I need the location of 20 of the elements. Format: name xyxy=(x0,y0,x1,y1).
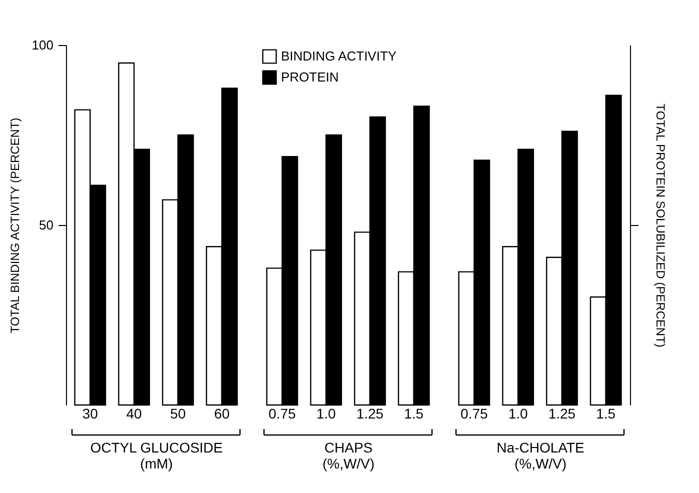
x-tick-label: 1.0 xyxy=(316,406,336,422)
y-axis-title: TOTAL BINDING ACTIVITY (PERCENT) xyxy=(8,118,22,334)
y2-axis-title: TOTAL PROTEIN SOLUBILIZED (PERCENT) xyxy=(654,104,668,348)
x-tick-label: 1.25 xyxy=(356,406,384,422)
x-tick-label: 40 xyxy=(126,406,142,422)
x-axis-title: CHAPS (%,W/V) xyxy=(322,440,375,472)
x-tick-label: 1.5 xyxy=(404,406,424,422)
x-tick-label: 50 xyxy=(170,406,186,422)
x-tick-label: 30 xyxy=(82,406,98,422)
x-tick-label: 60 xyxy=(214,406,230,422)
x-tick-label: 0.75 xyxy=(460,406,488,422)
x-axis-title: Na-CHOLATE (%,W/V) xyxy=(496,440,584,472)
legend-label: PROTEIN xyxy=(281,70,339,84)
x-tick-label: 1.0 xyxy=(508,406,528,422)
x-tick-label: 1.5 xyxy=(596,406,616,422)
y-tick-label: 100 xyxy=(32,38,54,52)
legend-label: BINDING ACTIVITY xyxy=(281,48,397,64)
x-tick-label: 0.75 xyxy=(268,406,296,422)
x-axis-title: OCTYL GLUCOSIDE (mM) xyxy=(90,440,223,472)
x-tick-label: 1.25 xyxy=(548,406,576,422)
